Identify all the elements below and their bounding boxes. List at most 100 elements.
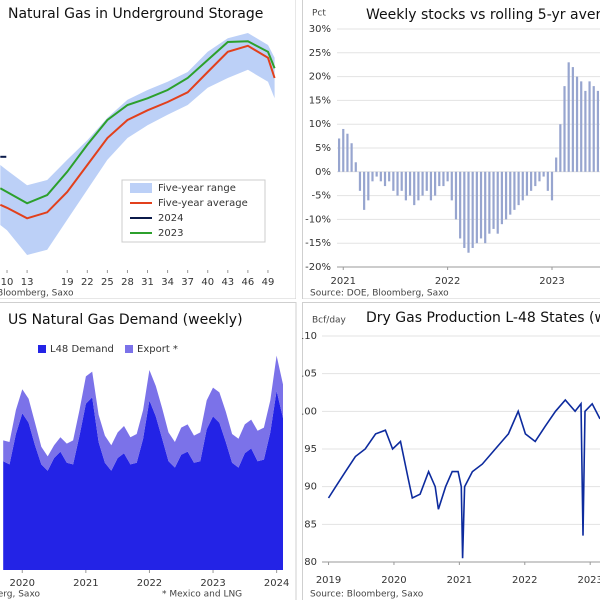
bar: [525, 171, 529, 196]
bar: [530, 171, 533, 191]
y-tick-label: 90: [304, 482, 317, 493]
bar: [488, 171, 491, 234]
legend-swatch: [125, 345, 133, 353]
bar: [592, 86, 595, 172]
panel: Weekly stocks vs rolling 5-yr average Pct…: [302, 0, 600, 299]
bar: [337, 138, 341, 172]
x-tick-label: 2021: [73, 578, 98, 589]
x-tick-label: 46: [242, 277, 255, 288]
legend-label: Five-year range: [158, 183, 236, 194]
x-tick-label: 2022: [137, 578, 162, 589]
stacked-area: [3, 355, 283, 471]
bar: [550, 171, 554, 201]
bar: [400, 171, 403, 191]
x-tick-label: 37: [181, 277, 194, 288]
bar: [346, 133, 349, 172]
x-tick-label: 2022: [435, 276, 460, 287]
bar: [546, 171, 549, 191]
chart-title: Natural Gas in Underground Storage: [8, 6, 263, 22]
bar: [463, 171, 466, 248]
x-tick-label: 40: [201, 277, 214, 288]
bar: [342, 128, 345, 172]
bar: [492, 171, 495, 229]
y-tick-label: 10%: [309, 119, 331, 130]
bar: [517, 171, 520, 206]
x-tick-label: 43: [221, 277, 234, 288]
bar: [467, 171, 470, 253]
source: Source: Bloomberg, Saxo: [310, 590, 424, 600]
bar: [538, 171, 541, 182]
bar: [450, 171, 453, 201]
y-tick-label: 85: [304, 519, 317, 530]
bar: [588, 81, 591, 172]
y-tick-label: 80: [304, 557, 317, 568]
panel-border: [0, 302, 297, 600]
y-tick-label: 105: [298, 369, 317, 380]
bar: [434, 171, 437, 196]
bar: [425, 171, 428, 191]
legend-label: Five-year average: [158, 198, 248, 209]
chart-title: Dry Gas Production L-48 States (weekly): [366, 310, 600, 326]
panel: Dry Gas Production L-48 States (weekly) B…: [298, 302, 600, 600]
panel-border: [302, 302, 600, 600]
panel: Natural Gas in Underground Storage Bloomb…: [0, 0, 296, 299]
bar: [358, 171, 362, 191]
bar: [484, 171, 487, 244]
bar: [596, 90, 600, 172]
panel-border: [302, 0, 600, 299]
bar: [438, 171, 441, 187]
bar: [504, 171, 508, 220]
x-tick-label: 2023: [200, 578, 225, 589]
bar: [542, 171, 545, 177]
y-tick-label: 25%: [309, 48, 331, 59]
bar: [454, 171, 458, 220]
x-tick-label: 28: [121, 277, 134, 288]
y-tick-label: -15%: [305, 238, 331, 249]
bar: [413, 171, 416, 206]
y-tick-label: 5%: [315, 143, 331, 154]
bar: [417, 171, 420, 201]
bar: [563, 86, 566, 172]
x-tick-label: 22: [81, 277, 94, 288]
legend-label: L48 Demand: [50, 344, 114, 355]
chart-title: US Natural Gas Demand (weekly): [8, 312, 243, 328]
legend-label: Export *: [137, 344, 178, 355]
legend-label: 2023: [158, 228, 183, 239]
bar: [496, 171, 499, 234]
x-tick-label: 2021: [331, 276, 356, 287]
bar: [479, 171, 483, 239]
x-tick-label: 2021: [447, 575, 472, 586]
y-tick-label: 95: [304, 444, 317, 455]
bar: [446, 171, 449, 182]
bar: [350, 143, 353, 172]
y-tick-label: 0%: [315, 167, 331, 178]
x-tick-label: 2020: [381, 575, 406, 586]
y-tick-label: -10%: [305, 214, 331, 225]
source: Bloomberg, Saxo: [0, 289, 74, 299]
bar: [555, 157, 558, 172]
bar: [471, 171, 474, 248]
line: [0, 44, 276, 220]
bar: [396, 171, 399, 196]
source: Source: DOE, Bloomberg, Saxo: [310, 289, 449, 299]
line: [327, 398, 600, 559]
bar: [371, 171, 374, 182]
bar: [354, 162, 357, 172]
x-tick-label: 31: [141, 277, 154, 288]
note: * Mexico and LNG: [162, 590, 242, 600]
bar: [521, 171, 524, 201]
bar: [375, 171, 378, 177]
x-tick-label: 34: [161, 277, 174, 288]
bar: [575, 76, 579, 172]
bar: [571, 67, 574, 172]
y-tick-label: 100: [298, 406, 317, 417]
bar: [513, 171, 516, 210]
y-tick-label: 20%: [309, 72, 331, 83]
bar: [383, 171, 387, 187]
bar: [559, 124, 562, 172]
bar: [567, 62, 570, 172]
bar: [459, 171, 462, 239]
x-tick-label: 13: [21, 277, 34, 288]
bar: [580, 81, 583, 172]
